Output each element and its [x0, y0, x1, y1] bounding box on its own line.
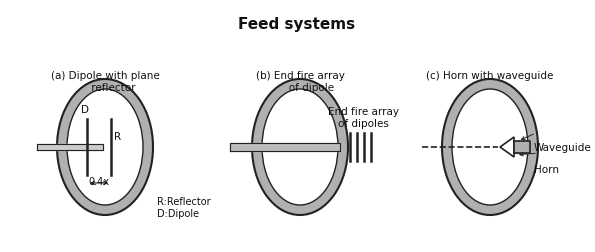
Text: R: R — [114, 132, 121, 142]
Text: Feed systems: Feed systems — [239, 17, 356, 32]
Ellipse shape — [452, 89, 528, 205]
Text: R:Reflector
D:Dipole: R:Reflector D:Dipole — [157, 197, 211, 219]
Text: (b) End fire array
       of dipole: (b) End fire array of dipole — [256, 71, 345, 92]
Ellipse shape — [252, 79, 348, 215]
Text: Horn: Horn — [534, 165, 559, 175]
Text: D: D — [81, 105, 89, 115]
Ellipse shape — [442, 79, 538, 215]
Ellipse shape — [57, 79, 153, 215]
Ellipse shape — [67, 89, 143, 205]
Polygon shape — [37, 144, 103, 150]
Text: End fire array
of dipoles: End fire array of dipoles — [327, 107, 399, 129]
Ellipse shape — [262, 89, 338, 205]
Text: (a) Dipole with plane
     reflector: (a) Dipole with plane reflector — [51, 71, 159, 92]
Text: 0.4x: 0.4x — [89, 177, 109, 187]
Text: Waveguide: Waveguide — [534, 143, 592, 153]
Text: (c) Horn with waveguide: (c) Horn with waveguide — [426, 71, 554, 81]
Polygon shape — [514, 141, 530, 153]
Polygon shape — [500, 137, 514, 157]
Polygon shape — [230, 143, 340, 151]
